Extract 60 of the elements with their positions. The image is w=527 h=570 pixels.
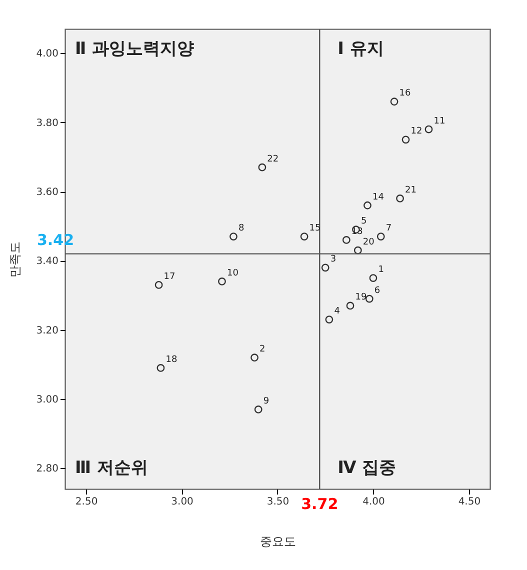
point bbox=[218, 278, 226, 286]
annotation: Ⅲ 저순위 bbox=[75, 458, 148, 478]
y-tick-label: 3.60 bbox=[36, 187, 58, 198]
annotation: 18 bbox=[166, 354, 178, 365]
point bbox=[354, 246, 362, 254]
point bbox=[321, 264, 330, 272]
annotation: 8 bbox=[238, 224, 244, 234]
point bbox=[424, 125, 433, 134]
point bbox=[325, 316, 334, 324]
annotation: 7 bbox=[386, 224, 392, 234]
annotation: 14 bbox=[372, 192, 384, 202]
x-tick-label: 4.50 bbox=[458, 496, 481, 508]
point bbox=[346, 302, 354, 310]
annotation: 11 bbox=[434, 116, 446, 126]
annotation: 19 bbox=[355, 292, 367, 303]
annotation: 21 bbox=[405, 185, 416, 196]
y-tick-label: 3.00 bbox=[36, 394, 58, 406]
y-tick-label: 2.80 bbox=[36, 464, 58, 475]
annotation: Ⅳ 집중 bbox=[338, 458, 396, 478]
x-axis-title: 중요도 bbox=[260, 534, 296, 548]
y-tick-label: 4.00 bbox=[36, 48, 58, 60]
x-tick-label: 3.00 bbox=[171, 496, 194, 508]
annotation: 17 bbox=[164, 272, 176, 282]
x-tick-label: 3.50 bbox=[266, 496, 290, 508]
annotation: 16 bbox=[399, 88, 412, 99]
point bbox=[342, 236, 350, 244]
point bbox=[300, 232, 308, 240]
y-tick-label: 3.20 bbox=[36, 325, 58, 336]
x-tick-label: 4.00 bbox=[362, 496, 385, 508]
point bbox=[230, 232, 238, 240]
annotation: 9 bbox=[263, 396, 270, 406]
point bbox=[258, 163, 266, 172]
annotation: 12 bbox=[410, 126, 422, 137]
point bbox=[369, 274, 378, 282]
x-tick-label: 2.50 bbox=[75, 496, 98, 508]
ref-line-label: 3.72 bbox=[301, 495, 338, 513]
annotation: 6 bbox=[374, 286, 380, 296]
annotation: 5 bbox=[360, 216, 367, 227]
annotation: 1 bbox=[378, 265, 384, 276]
point bbox=[396, 194, 404, 202]
annotation: 10 bbox=[226, 268, 239, 278]
point bbox=[365, 294, 374, 303]
y-axis-title: 만족도 bbox=[8, 242, 22, 278]
point bbox=[154, 280, 163, 289]
point bbox=[254, 406, 262, 414]
y-tick-label: 3.40 bbox=[36, 256, 58, 268]
annotation: 3 bbox=[330, 254, 336, 265]
annotation: 20 bbox=[362, 237, 375, 248]
annotation: 22 bbox=[267, 154, 279, 164]
y-tick-label: 3.80 bbox=[36, 118, 58, 129]
point bbox=[402, 136, 410, 144]
annotation: Ⅱ 과잉노력지양 bbox=[75, 39, 194, 59]
point bbox=[390, 98, 398, 106]
point bbox=[250, 354, 258, 362]
point bbox=[376, 232, 385, 240]
annotation: Ⅰ 유지 bbox=[338, 39, 384, 59]
point bbox=[364, 201, 372, 210]
annotation: 2 bbox=[260, 344, 266, 355]
point bbox=[156, 364, 165, 372]
annotation: 4 bbox=[334, 306, 340, 317]
